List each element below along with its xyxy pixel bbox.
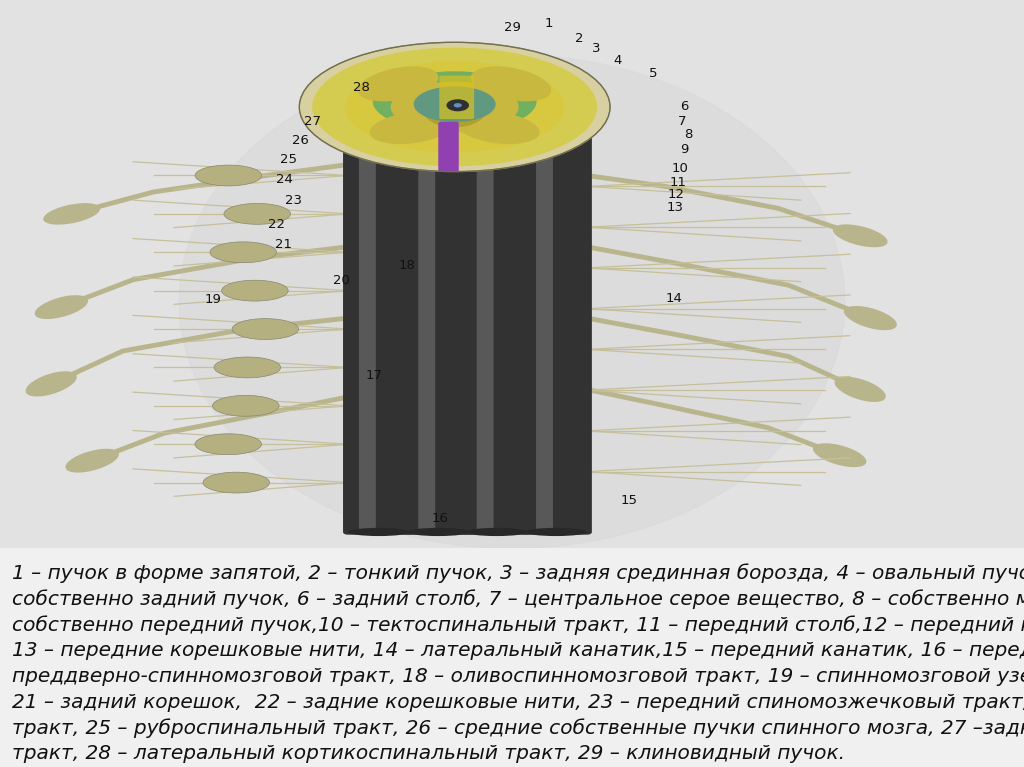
FancyBboxPatch shape bbox=[476, 133, 494, 531]
Text: 6: 6 bbox=[680, 100, 688, 113]
Ellipse shape bbox=[203, 472, 269, 493]
Ellipse shape bbox=[213, 396, 280, 416]
Ellipse shape bbox=[525, 127, 587, 136]
Ellipse shape bbox=[312, 48, 597, 166]
FancyBboxPatch shape bbox=[537, 133, 553, 531]
Text: 28: 28 bbox=[353, 81, 370, 94]
Ellipse shape bbox=[466, 528, 527, 536]
FancyBboxPatch shape bbox=[439, 76, 474, 119]
Text: 10: 10 bbox=[672, 163, 688, 176]
Ellipse shape bbox=[358, 67, 438, 101]
Text: 25: 25 bbox=[281, 153, 297, 166]
Text: тракт, 28 – латеральный кортикоспинальный тракт, 29 – клиновидный пучок.: тракт, 28 – латеральный кортикоспинальны… bbox=[12, 744, 845, 763]
FancyBboxPatch shape bbox=[438, 122, 459, 172]
Ellipse shape bbox=[373, 71, 537, 132]
Ellipse shape bbox=[345, 61, 564, 153]
Text: 13 – передние корешковые нити, 14 – латеральный канатик,15 – передний канатик, 1: 13 – передние корешковые нити, 14 – лате… bbox=[12, 641, 1024, 660]
FancyBboxPatch shape bbox=[520, 129, 592, 535]
Ellipse shape bbox=[179, 55, 845, 548]
Ellipse shape bbox=[195, 434, 261, 455]
Ellipse shape bbox=[408, 127, 469, 136]
Text: 21 – задний корешок,  22 – задние корешковые нити, 23 – передний спиномозжечковы: 21 – задний корешок, 22 – задние корешко… bbox=[12, 693, 1024, 712]
Text: 13: 13 bbox=[667, 202, 683, 214]
Ellipse shape bbox=[466, 127, 527, 136]
FancyBboxPatch shape bbox=[418, 133, 435, 531]
FancyBboxPatch shape bbox=[402, 129, 474, 535]
Text: 16: 16 bbox=[432, 512, 449, 525]
Text: 4: 4 bbox=[613, 54, 622, 67]
Ellipse shape bbox=[813, 443, 866, 467]
Ellipse shape bbox=[210, 242, 276, 262]
Ellipse shape bbox=[348, 127, 410, 136]
Ellipse shape bbox=[232, 318, 299, 340]
Text: 27: 27 bbox=[304, 115, 321, 128]
Ellipse shape bbox=[456, 111, 540, 144]
Text: 22: 22 bbox=[268, 219, 285, 232]
Ellipse shape bbox=[196, 165, 262, 186]
Ellipse shape bbox=[422, 87, 488, 127]
Ellipse shape bbox=[408, 528, 469, 536]
Text: 9: 9 bbox=[680, 143, 688, 156]
Ellipse shape bbox=[844, 306, 897, 330]
Ellipse shape bbox=[26, 371, 77, 397]
Ellipse shape bbox=[398, 71, 490, 101]
Text: 20: 20 bbox=[333, 275, 349, 288]
Text: тракт, 25 – руброспинальный тракт, 26 – средние собственные пучки спинного мозга: тракт, 25 – руброспинальный тракт, 26 – … bbox=[12, 719, 1024, 738]
Text: 8: 8 bbox=[684, 128, 692, 141]
Text: 18: 18 bbox=[398, 259, 415, 272]
Ellipse shape bbox=[390, 82, 518, 132]
Ellipse shape bbox=[299, 42, 610, 172]
Ellipse shape bbox=[370, 111, 454, 144]
FancyBboxPatch shape bbox=[343, 129, 415, 535]
Text: 14: 14 bbox=[666, 291, 682, 304]
Text: 29: 29 bbox=[504, 21, 520, 34]
Text: 5: 5 bbox=[649, 67, 657, 80]
Ellipse shape bbox=[471, 67, 551, 101]
Ellipse shape bbox=[66, 449, 119, 472]
Text: 3: 3 bbox=[592, 41, 600, 54]
Text: собственно передний пучок,10 – тектоспинальный тракт, 11 – передний столб,12 – п: собственно передний пучок,10 – тектоспин… bbox=[12, 615, 1024, 635]
FancyBboxPatch shape bbox=[461, 129, 532, 535]
Ellipse shape bbox=[454, 103, 462, 107]
Ellipse shape bbox=[224, 203, 291, 224]
Text: 23: 23 bbox=[286, 194, 302, 206]
FancyBboxPatch shape bbox=[358, 133, 376, 531]
Ellipse shape bbox=[35, 295, 88, 319]
Ellipse shape bbox=[833, 225, 888, 247]
Ellipse shape bbox=[214, 357, 281, 378]
Ellipse shape bbox=[221, 280, 288, 301]
Ellipse shape bbox=[43, 203, 100, 225]
Text: 1: 1 bbox=[545, 17, 553, 30]
Ellipse shape bbox=[525, 528, 587, 536]
Text: 24: 24 bbox=[276, 173, 293, 186]
Text: собственно задний пучок, 6 – задний столб, 7 – центральное серое вещество, 8 – с: собственно задний пучок, 6 – задний стол… bbox=[12, 590, 1024, 609]
Text: 7: 7 bbox=[678, 115, 686, 128]
Text: 19: 19 bbox=[205, 294, 221, 307]
Text: 11: 11 bbox=[670, 176, 686, 189]
Text: 21: 21 bbox=[275, 238, 292, 251]
Ellipse shape bbox=[446, 99, 469, 111]
Text: 12: 12 bbox=[668, 188, 684, 201]
Text: преддверно-спинномозговой тракт, 18 – оливоспинномозговой тракт, 19 – спинномозг: преддверно-спинномозговой тракт, 18 – ол… bbox=[12, 667, 1024, 686]
Ellipse shape bbox=[835, 377, 886, 402]
Ellipse shape bbox=[414, 87, 496, 122]
Text: 2: 2 bbox=[575, 32, 584, 45]
Text: 15: 15 bbox=[621, 494, 637, 507]
Text: 26: 26 bbox=[292, 134, 308, 147]
Text: 17: 17 bbox=[366, 369, 382, 382]
Ellipse shape bbox=[348, 528, 410, 536]
Text: 1 – пучок в форме запятой, 2 – тонкий пучок, 3 – задняя срединная борозда, 4 – о: 1 – пучок в форме запятой, 2 – тонкий пу… bbox=[12, 564, 1024, 584]
